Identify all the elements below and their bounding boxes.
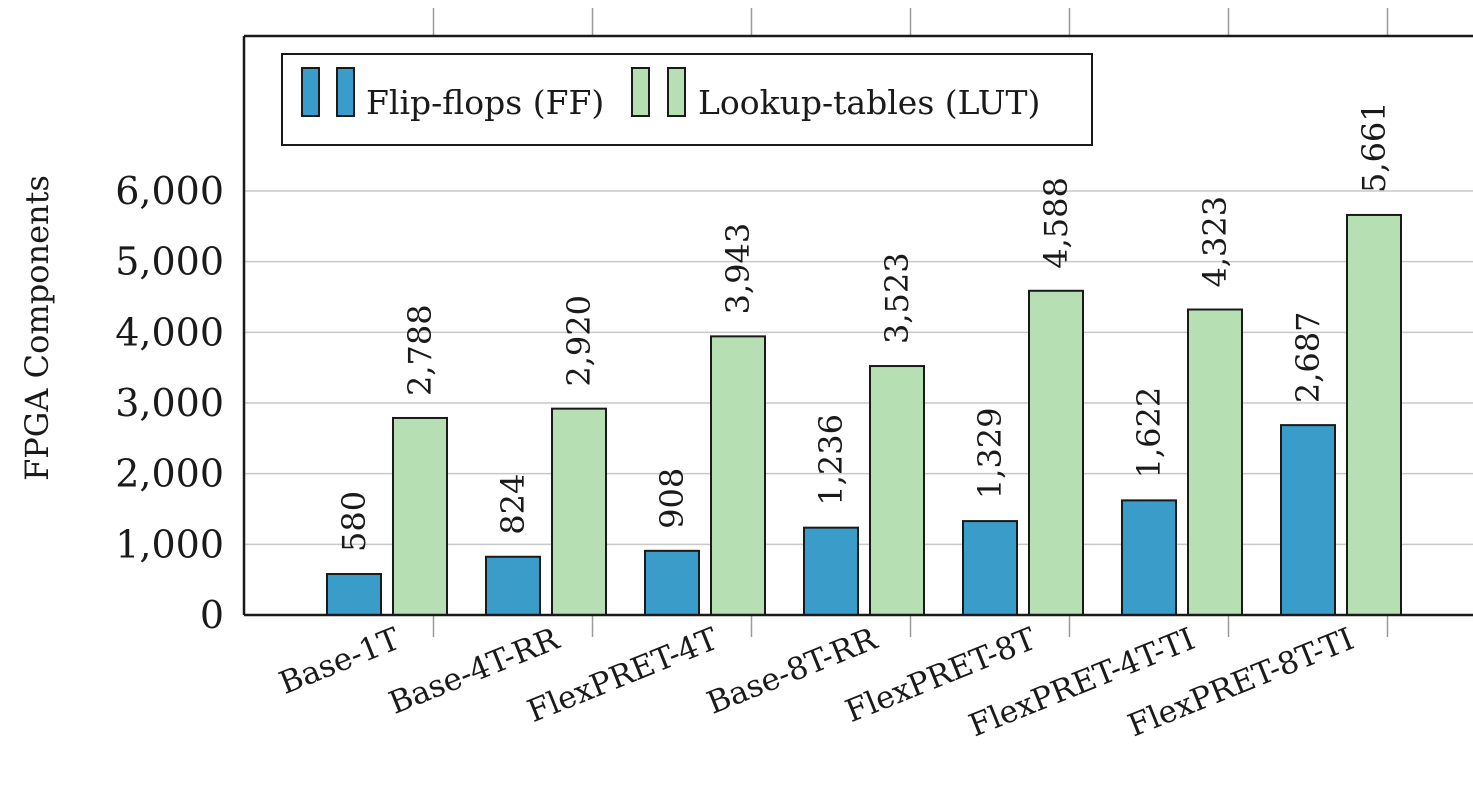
data-label: 2,920 bbox=[560, 295, 598, 387]
y-tick-label: 3,000 bbox=[115, 381, 224, 425]
data-label: 1,329 bbox=[971, 407, 1009, 499]
bar-ff bbox=[962, 520, 1018, 616]
y-tick-label: 5,000 bbox=[115, 240, 224, 284]
x-tick-marks bbox=[432, 8, 1389, 637]
legend-swatch bbox=[667, 67, 686, 117]
legend: Flip-flops (FF) Lookup-tables (LUT) bbox=[281, 53, 1093, 146]
bars bbox=[326, 213, 1402, 617]
bar-ff bbox=[644, 549, 700, 616]
y-tick-label: 2,000 bbox=[115, 452, 224, 496]
bar-ff bbox=[326, 573, 382, 616]
data-label: 5,661 bbox=[1355, 101, 1393, 193]
bar-lut bbox=[1346, 213, 1402, 616]
legend-swatch bbox=[301, 67, 320, 117]
bar-lut bbox=[710, 335, 766, 616]
grid-lines bbox=[244, 190, 1473, 546]
y-tick-labels: 0 1,000 2,000 3,000 4,000 5,000 6,000 bbox=[115, 169, 224, 637]
y-tick-label: 0 bbox=[200, 593, 224, 637]
y-axis-label: FPGA Components bbox=[18, 175, 56, 481]
bar-lut bbox=[551, 407, 607, 616]
bar-ff bbox=[803, 526, 859, 617]
legend-box bbox=[281, 53, 1093, 146]
bar-lut bbox=[392, 416, 448, 616]
data-label: 824 bbox=[494, 474, 532, 535]
data-label: 2,788 bbox=[401, 304, 439, 396]
data-label: 3,943 bbox=[719, 223, 757, 315]
y-tick-label: 6,000 bbox=[115, 169, 224, 213]
data-label: 4,323 bbox=[1196, 196, 1234, 288]
data-labels: 580 2,788 824 2,920 908 3,943 1,236 3,523 1,329 4… bbox=[335, 101, 1393, 552]
legend-swatch bbox=[336, 67, 355, 117]
bar-ff bbox=[1280, 424, 1336, 616]
data-label: 2,687 bbox=[1289, 312, 1327, 404]
bar-ff bbox=[485, 555, 541, 617]
data-label: 908 bbox=[653, 468, 691, 529]
bar-ff bbox=[1121, 499, 1177, 616]
bar-lut bbox=[869, 365, 925, 616]
data-label: 1,622 bbox=[1130, 387, 1168, 479]
x-tick-labels: Base-1TBase-4T-RRFlexPRET-4TBase-8T-RRFl… bbox=[274, 620, 1359, 744]
data-label: 3,523 bbox=[878, 252, 916, 344]
legend-entry: Lookup-tables (LUT) bbox=[698, 83, 1040, 122]
legend-swatch bbox=[631, 67, 650, 117]
data-label: 4,588 bbox=[1037, 177, 1075, 269]
data-label: 580 bbox=[335, 491, 373, 552]
legend-entry: Flip-flops (FF) bbox=[366, 83, 604, 122]
axes bbox=[242, 34, 1473, 617]
bar-lut bbox=[1028, 289, 1084, 616]
y-tick-label: 4,000 bbox=[115, 310, 224, 354]
bar-lut bbox=[1187, 308, 1243, 616]
y-tick-label: 1,000 bbox=[115, 522, 224, 566]
data-label: 1,236 bbox=[812, 414, 850, 506]
